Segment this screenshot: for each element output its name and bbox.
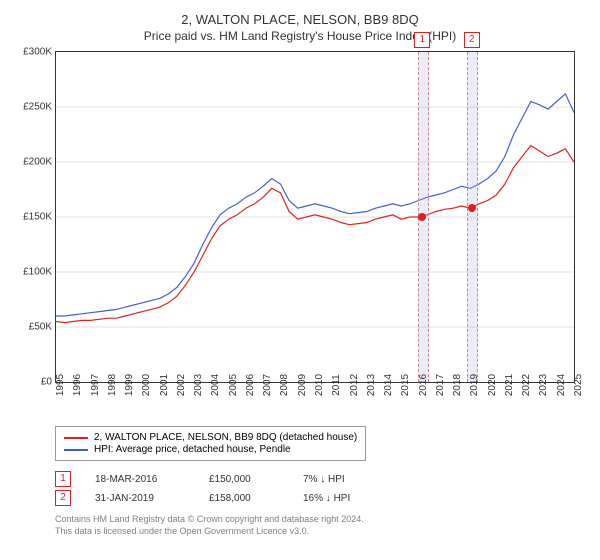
x-tick-label: 1996 bbox=[72, 374, 83, 396]
x-tick-label: 2002 bbox=[176, 374, 187, 396]
sale-price: £150,000 bbox=[209, 474, 279, 485]
legend-item: HPI: Average price, detached house, Pend… bbox=[64, 444, 357, 455]
legend-item: 2, WALTON PLACE, NELSON, BB9 8DQ (detach… bbox=[64, 432, 357, 443]
x-tick-label: 2011 bbox=[331, 374, 342, 396]
x-tick-label: 2010 bbox=[314, 374, 325, 396]
x-tick-label: 2006 bbox=[245, 374, 256, 396]
x-tick-label: 2024 bbox=[556, 374, 567, 396]
highlight-band bbox=[467, 52, 478, 382]
sale-date: 31-JAN-2019 bbox=[95, 493, 185, 504]
x-tick-label: 2003 bbox=[193, 374, 204, 396]
y-tick-label: £300K bbox=[23, 47, 52, 58]
sale-row-marker: 2 bbox=[55, 490, 71, 506]
chart-svg bbox=[56, 52, 574, 382]
sale-dot bbox=[418, 213, 426, 221]
y-axis: £0£50K£100K£150K£200K£250K£300K bbox=[16, 52, 54, 382]
footnote-line: Contains HM Land Registry data © Crown c… bbox=[55, 514, 585, 526]
x-tick-label: 2025 bbox=[573, 374, 584, 396]
x-tick-label: 2016 bbox=[418, 374, 429, 396]
footnote: Contains HM Land Registry data © Crown c… bbox=[55, 514, 585, 537]
sale-diff: 16% ↓ HPI bbox=[303, 493, 350, 504]
x-tick-label: 2020 bbox=[487, 374, 498, 396]
page-subtitle: Price paid vs. HM Land Registry's House … bbox=[15, 29, 585, 43]
legend-label: HPI: Average price, detached house, Pend… bbox=[94, 444, 291, 455]
x-tick-label: 2013 bbox=[366, 374, 377, 396]
legend-swatch bbox=[64, 449, 88, 451]
x-tick-label: 1997 bbox=[90, 374, 101, 396]
x-tick-label: 2012 bbox=[349, 374, 360, 396]
x-tick-label: 1995 bbox=[55, 374, 66, 396]
footnote-line: This data is licensed under the Open Gov… bbox=[55, 526, 585, 538]
sales-table: 1 18-MAR-2016 £150,000 7% ↓ HPI 2 31-JAN-2019… bbox=[55, 471, 585, 506]
sale-marker-1: 1 bbox=[414, 32, 430, 48]
y-tick-label: £50K bbox=[29, 322, 52, 333]
sale-dot bbox=[468, 204, 476, 212]
x-tick-label: 2019 bbox=[469, 374, 480, 396]
sale-row: 2 31-JAN-2019 £158,000 16% ↓ HPI bbox=[55, 490, 585, 506]
x-tick-label: 2004 bbox=[210, 374, 221, 396]
legend-swatch bbox=[64, 437, 88, 439]
x-tick-label: 2009 bbox=[297, 374, 308, 396]
legend-label: 2, WALTON PLACE, NELSON, BB9 8DQ (detach… bbox=[94, 432, 357, 443]
y-tick-label: £200K bbox=[23, 157, 52, 168]
x-tick-label: 2001 bbox=[159, 374, 170, 396]
x-tick-label: 2021 bbox=[504, 374, 515, 396]
x-tick-label: 2023 bbox=[538, 374, 549, 396]
x-tick-label: 2018 bbox=[452, 374, 463, 396]
chart-plot: £0£50K£100K£150K£200K£250K£300K 12 bbox=[55, 51, 575, 383]
sale-date: 18-MAR-2016 bbox=[95, 474, 185, 485]
x-tick-label: 1998 bbox=[107, 374, 118, 396]
y-tick-label: £0 bbox=[41, 377, 52, 388]
page-title: 2, WALTON PLACE, NELSON, BB9 8DQ bbox=[15, 12, 585, 27]
x-tick-label: 2000 bbox=[141, 374, 152, 396]
x-tick-label: 2022 bbox=[521, 374, 532, 396]
sale-diff: 7% ↓ HPI bbox=[303, 474, 345, 485]
sale-row-marker: 1 bbox=[55, 471, 71, 487]
x-tick-label: 2005 bbox=[228, 374, 239, 396]
x-tick-label: 2017 bbox=[435, 374, 446, 396]
y-tick-label: £150K bbox=[23, 212, 52, 223]
x-tick-label: 2015 bbox=[400, 374, 411, 396]
y-tick-label: £100K bbox=[23, 267, 52, 278]
x-tick-label: 2014 bbox=[383, 374, 394, 396]
x-axis: 1995199619971998199920002001200220032004… bbox=[55, 383, 575, 418]
legend: 2, WALTON PLACE, NELSON, BB9 8DQ (detach… bbox=[55, 426, 366, 461]
y-tick-label: £250K bbox=[23, 102, 52, 113]
sale-price: £158,000 bbox=[209, 493, 279, 504]
sale-row: 1 18-MAR-2016 £150,000 7% ↓ HPI bbox=[55, 471, 585, 487]
x-tick-label: 2008 bbox=[279, 374, 290, 396]
x-tick-label: 1999 bbox=[124, 374, 135, 396]
sale-marker-2: 2 bbox=[464, 32, 480, 48]
x-tick-label: 2007 bbox=[262, 374, 273, 396]
